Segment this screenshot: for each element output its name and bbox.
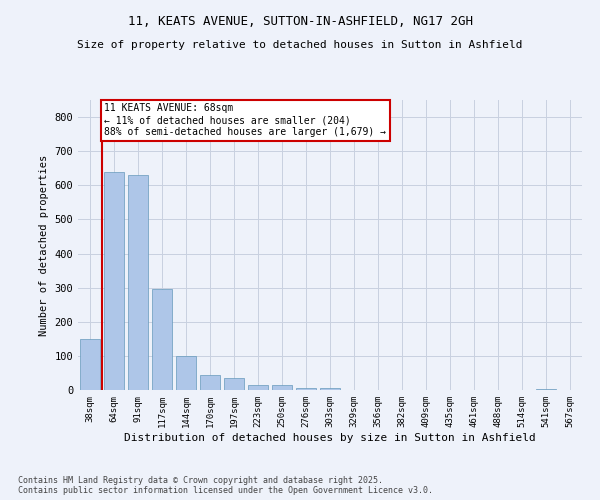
Bar [224,378,244,390]
Text: Contains HM Land Registry data © Crown copyright and database right 2025.
Contai: Contains HM Land Registry data © Crown c… [18,476,433,495]
X-axis label: Distribution of detached houses by size in Sutton in Ashfield: Distribution of detached houses by size … [124,432,536,442]
Bar [176,356,196,390]
Bar [272,385,292,390]
Text: Size of property relative to detached houses in Sutton in Ashfield: Size of property relative to detached ho… [77,40,523,50]
Bar [80,339,100,390]
Text: 11 KEATS AVENUE: 68sqm
← 11% of detached houses are smaller (204)
88% of semi-de: 11 KEATS AVENUE: 68sqm ← 11% of detached… [104,104,386,136]
Y-axis label: Number of detached properties: Number of detached properties [39,154,49,336]
Bar [152,290,172,390]
Bar [296,388,316,390]
Text: 11, KEATS AVENUE, SUTTON-IN-ASHFIELD, NG17 2GH: 11, KEATS AVENUE, SUTTON-IN-ASHFIELD, NG… [128,15,473,28]
Bar [248,385,268,390]
Bar [104,172,124,390]
Bar [128,175,148,390]
Bar [200,374,220,390]
Bar [320,388,340,390]
